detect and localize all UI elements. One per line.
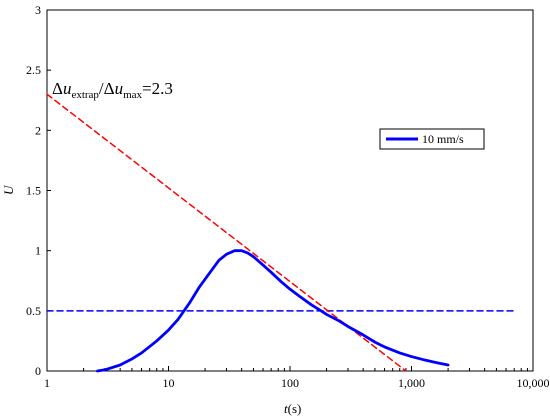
axis-ticks: 0 0.5 1 1.5 2 2.5 3 1 10 100 1,000 10,000 [26, 3, 550, 390]
x-axis-title: t(s) [284, 401, 301, 416]
annotation-value: =2.3 [142, 79, 173, 98]
annotation-delta-2: Δ [104, 79, 115, 98]
x-tick-label: 100 [281, 376, 299, 390]
legend-label: 10 mm/s [422, 132, 464, 146]
annotation-delta-1: Δ [52, 79, 63, 98]
annotation-slash: / [99, 79, 104, 98]
y-tick-label: 2.5 [26, 63, 41, 77]
y-tick-label: 2 [35, 123, 41, 137]
x-tick-label: 1 [44, 376, 50, 390]
y-tick-label: 1 [35, 244, 41, 258]
x-axis-title-var: t [284, 401, 288, 416]
legend-box [379, 128, 485, 150]
annotation-text: Δuextrap/Δumax=2.3 [52, 79, 173, 101]
y-tick-label: 1.5 [26, 184, 41, 198]
series-layer [46, 93, 515, 373]
annotation-u-2: u [115, 79, 124, 98]
extrapolation-line [46, 93, 407, 372]
y-tick-label: 0 [35, 364, 41, 378]
y-axis-title: U [1, 184, 16, 195]
plot-area [46, 9, 534, 372]
x-tick-label: 10,000 [517, 376, 550, 390]
annotation-sub-max: max [123, 89, 142, 101]
annotation-sub-extrap: extrap [71, 89, 99, 101]
y-tick-label: 3 [35, 3, 41, 17]
x-tick-label: 10 [163, 376, 175, 390]
series-line-10mm-s [96, 249, 450, 373]
x-tick-label: 1,000 [398, 376, 425, 390]
x-axis-title-unit: (s) [288, 401, 302, 416]
legend: 10 mm/s [379, 128, 485, 150]
y-tick-label: 0.5 [26, 304, 41, 318]
annotation-u-1: u [63, 79, 72, 98]
